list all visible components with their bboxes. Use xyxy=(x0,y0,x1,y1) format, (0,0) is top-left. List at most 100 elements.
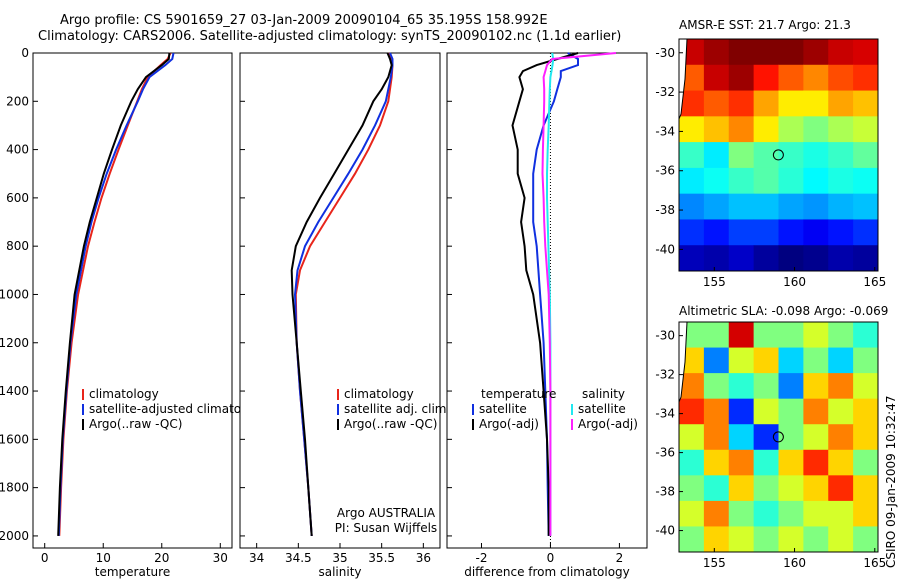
heatmap-cell xyxy=(828,373,854,400)
heatmap-cell xyxy=(703,90,730,117)
legend-label: Argo(-adj) xyxy=(479,417,539,431)
heatmap-cell xyxy=(853,219,879,246)
heatmap-cell xyxy=(753,245,779,272)
heatmap-cell xyxy=(778,39,804,66)
profile-panel-1: 0 10 20 30 0 200 400 600 800 1000 1200 1400 1600 1800… xyxy=(0,46,267,579)
plot-frame xyxy=(32,52,233,549)
heatmap-cell xyxy=(803,373,829,400)
heatmap-cell xyxy=(679,219,705,246)
x-tick-label: 34.5 xyxy=(285,551,312,565)
heatmap-cell xyxy=(828,116,854,143)
heatmap-cell xyxy=(753,347,779,374)
heatmap-cell xyxy=(778,347,804,374)
heatmap-cell xyxy=(853,64,879,92)
map-x-tick-label: 160 xyxy=(783,275,806,289)
heatmap-cell xyxy=(753,90,779,117)
heatmap-cell xyxy=(828,526,854,553)
heatmap-cell xyxy=(728,449,755,476)
x-tick-label: 0 xyxy=(547,551,555,565)
heatmap-cell xyxy=(803,398,829,425)
heatmap-cell xyxy=(728,116,755,143)
x-axis-label: salinity xyxy=(318,565,361,579)
heatmap-cell xyxy=(679,193,705,220)
x-tick-label: 35.5 xyxy=(368,551,395,565)
heatmap-cell xyxy=(679,142,705,169)
heatmap-cell xyxy=(828,424,854,451)
legend-title: salinity xyxy=(582,387,625,401)
heatmap-cell xyxy=(728,398,755,425)
heatmap-cell xyxy=(803,39,829,66)
heatmap-cell xyxy=(828,322,854,349)
heatmap-cell xyxy=(679,475,705,502)
heatmap-cell xyxy=(803,475,829,502)
sst-map: 155 160 165 -30 -32 -34 -36 -38 -40 xyxy=(655,38,886,289)
heatmap-cell xyxy=(853,193,879,220)
heatmap-cell xyxy=(778,500,804,527)
heatmap-cell xyxy=(803,90,829,117)
heatmap-cell xyxy=(828,475,854,502)
figure-title-line-2: Climatology: CARS2006. Satellite-adjuste… xyxy=(38,29,622,44)
x-tick-label: -2 xyxy=(475,551,487,565)
heatmap-cell xyxy=(703,475,730,502)
heatmap-cell xyxy=(703,500,730,527)
heatmap-cell xyxy=(803,424,829,451)
legend-label: satellite-adjusted climatology xyxy=(89,402,267,416)
series-line-argo---raw--qc- xyxy=(290,52,393,536)
map-x-tick-label: 160 xyxy=(783,556,806,570)
heatmap-cell xyxy=(828,449,854,476)
heatmap-cell xyxy=(778,424,804,451)
heatmap-cell xyxy=(728,39,755,66)
heatmap-cell xyxy=(778,193,804,220)
heatmap-cell xyxy=(853,39,879,66)
heatmap-cell xyxy=(803,116,829,143)
heatmap-cell xyxy=(728,500,755,527)
sst-map-title: AMSR-E SST: 21.7 Argo: 21.3 xyxy=(679,18,851,32)
map-y-tick-label: -36 xyxy=(655,446,675,460)
argo-float-marker xyxy=(772,149,784,161)
heatmap-cell xyxy=(679,449,705,476)
heatmap-cell xyxy=(803,64,829,92)
heatmap-cell xyxy=(703,193,730,220)
x-tick-label: 2 xyxy=(616,551,624,565)
map-x-tick-label: 165 xyxy=(863,556,886,570)
heatmap-cell xyxy=(803,142,829,169)
heatmap-cell xyxy=(679,398,705,425)
heatmap-cell xyxy=(853,398,879,425)
map-x-tick-label: 165 xyxy=(863,275,886,289)
x-tick-label: 30 xyxy=(213,551,228,565)
series-line-argo--adj- xyxy=(541,52,617,536)
heatmap-cell xyxy=(828,500,854,527)
profile-panel-2: 34 34.5 35 35.5 36 salinity climatologysatelli… xyxy=(239,52,450,579)
heatmap-cell xyxy=(753,398,779,425)
map-x-tick-label: 155 xyxy=(703,275,726,289)
series-line-argo---raw--qc- xyxy=(57,52,171,536)
map-y-tick-label: -36 xyxy=(655,164,675,178)
heatmap-cell xyxy=(778,322,804,349)
heatmap-cell xyxy=(778,398,804,425)
legend-label: satellite xyxy=(479,402,527,416)
figure-title-line-1: Argo profile: CS 5901659_27 03-Jan-2009 … xyxy=(60,13,548,28)
series-line-satellite xyxy=(532,52,579,536)
heatmap-cell xyxy=(703,39,730,66)
heatmap-cell xyxy=(753,193,779,220)
y-tick-label: 1000 xyxy=(0,287,29,301)
heatmap-cell xyxy=(853,500,879,527)
heatmap-cell xyxy=(803,219,829,246)
map-x-tick-label: 155 xyxy=(703,556,726,570)
heatmap-cell xyxy=(703,142,730,169)
heatmap-cell xyxy=(778,526,804,553)
y-tick-label: 600 xyxy=(6,191,29,205)
y-tick-label: 1400 xyxy=(0,384,29,398)
heatmap-cell xyxy=(853,526,879,553)
heatmap-cell xyxy=(753,373,779,400)
heatmap-cell xyxy=(778,475,804,502)
heatmap-cell xyxy=(753,116,779,143)
heatmap-cell xyxy=(703,167,730,195)
x-tick-label: 0 xyxy=(41,551,49,565)
map-y-tick-label: -34 xyxy=(655,124,675,138)
heatmap-cell xyxy=(728,219,755,246)
heatmap-cell xyxy=(828,167,854,195)
sla-map-title: Altimetric SLA: -0.098 Argo: -0.069 xyxy=(679,304,889,318)
heatmap-cell xyxy=(728,347,755,374)
